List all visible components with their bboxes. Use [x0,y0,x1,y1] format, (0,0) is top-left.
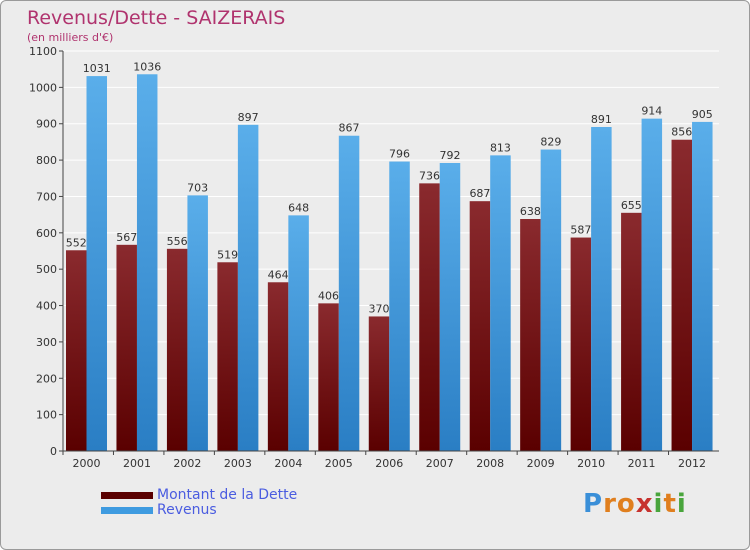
y-tick-label: 300 [36,336,57,349]
legend-label-debt: Montant de la Dette [157,487,298,503]
bar-revenus [439,163,461,451]
logo-letter: t [663,489,677,519]
y-tick-label: 700 [36,190,57,203]
data-label-debt: 856 [671,126,692,139]
bar-debt [116,244,137,451]
x-tick-label: 2010 [577,457,605,470]
bar-debt [520,219,541,451]
bar-debt [267,282,289,451]
data-label-debt: 567 [116,231,137,244]
y-tick-label: 200 [36,372,57,385]
data-label-debt: 655 [621,199,642,212]
data-label-revenus: 796 [389,148,410,161]
y-tick-label: 600 [36,227,57,240]
data-label-debt: 519 [217,248,238,261]
bar-debt [469,201,491,451]
bar-revenus [389,161,410,451]
data-label-debt: 687 [469,187,490,200]
legend-label-revenus: Revenus [157,502,217,518]
bar-revenus [136,74,158,451]
data-label-revenus: 1031 [83,62,111,75]
logo-letter: i [653,489,664,519]
data-label-revenus: 813 [490,141,511,154]
data-label-revenus: 891 [591,113,612,126]
x-tick-label: 2009 [527,457,555,470]
bar-revenus [490,155,511,451]
bar-revenus [288,215,309,451]
x-tick-label: 2005 [325,457,353,470]
y-tick-label: 1000 [29,81,57,94]
y-tick-label: 1100 [29,45,57,58]
logo-letter: P [583,489,604,519]
x-tick-label: 2011 [628,457,656,470]
legend-swatch-revenus [101,506,153,514]
data-label-debt: 464 [268,268,289,281]
bar-debt [671,139,693,451]
legend-swatch-debt [101,491,153,499]
data-label-revenus: 1036 [133,60,161,73]
axes: 0 100 200 300 400 500 600 700 800 900 1000 1100 2000… [29,45,719,470]
data-label-revenus: 897 [238,111,259,124]
data-label-revenus: 703 [187,181,208,194]
chart-subtitle: (en milliers d'€) [27,31,114,44]
bar-revenus [692,121,713,451]
y-tick-label: 100 [36,409,57,422]
bar-debt [368,316,390,451]
data-labels: 552 1031 567 1036 556 703 519 897 464 648 406 867 37… [66,60,713,315]
logo-letter: o [616,489,636,519]
bars [66,74,713,452]
bar-debt [419,183,440,451]
x-tick-label: 2000 [73,457,101,470]
logo-letter: i [676,489,687,519]
data-label-debt: 587 [570,224,591,237]
x-tick-label: 2001 [123,457,151,470]
bar-revenus [641,118,663,452]
data-label-revenus: 648 [288,201,309,214]
x-tick-label: 2012 [678,457,706,470]
bar-revenus [237,124,259,452]
data-label-debt: 638 [520,205,541,218]
data-label-debt: 370 [369,302,390,315]
x-tick-label: 2003 [224,457,252,470]
bar-revenus [540,149,562,451]
x-tick-label: 2007 [426,457,454,470]
logo-letter: x [635,489,654,519]
x-tick-label: 2006 [375,457,403,470]
y-tick-label: 900 [36,118,57,131]
chart-title: Revenus/Dette - SAIZERAIS [27,7,286,29]
data-label-revenus: 867 [339,122,360,135]
data-label-revenus: 829 [540,136,561,149]
x-tick-label: 2004 [274,457,302,470]
y-tick-label: 400 [36,300,57,313]
legend-item-revenus: Revenus [101,502,217,518]
bar-debt [217,262,238,451]
x-tick-label: 2002 [173,457,201,470]
bar-debt [318,303,339,451]
data-label-revenus: 905 [692,108,713,121]
legend-item-debt: Montant de la Dette [101,487,297,503]
data-label-debt: 552 [66,236,87,249]
data-label-debt: 556 [167,235,188,248]
y-tick-label: 800 [36,154,57,167]
logo-letter: r [603,489,617,519]
bar-debt [66,250,87,451]
data-label-debt: 736 [419,169,440,182]
x-tick-label: 2008 [476,457,504,470]
data-label-revenus: 792 [439,149,460,162]
bar-revenus [338,135,360,451]
y-tick-label: 500 [36,263,57,276]
data-label-debt: 406 [318,289,339,302]
bar-revenus [86,76,107,451]
y-tick-label: 0 [50,445,57,458]
bar-debt [570,237,592,451]
bar-debt [621,212,642,451]
bar-revenus [591,127,612,451]
data-label-revenus: 914 [641,105,662,118]
bar-revenus [187,195,208,451]
bar-debt [166,248,188,451]
proxiti-logo: Proxiti [583,489,687,519]
